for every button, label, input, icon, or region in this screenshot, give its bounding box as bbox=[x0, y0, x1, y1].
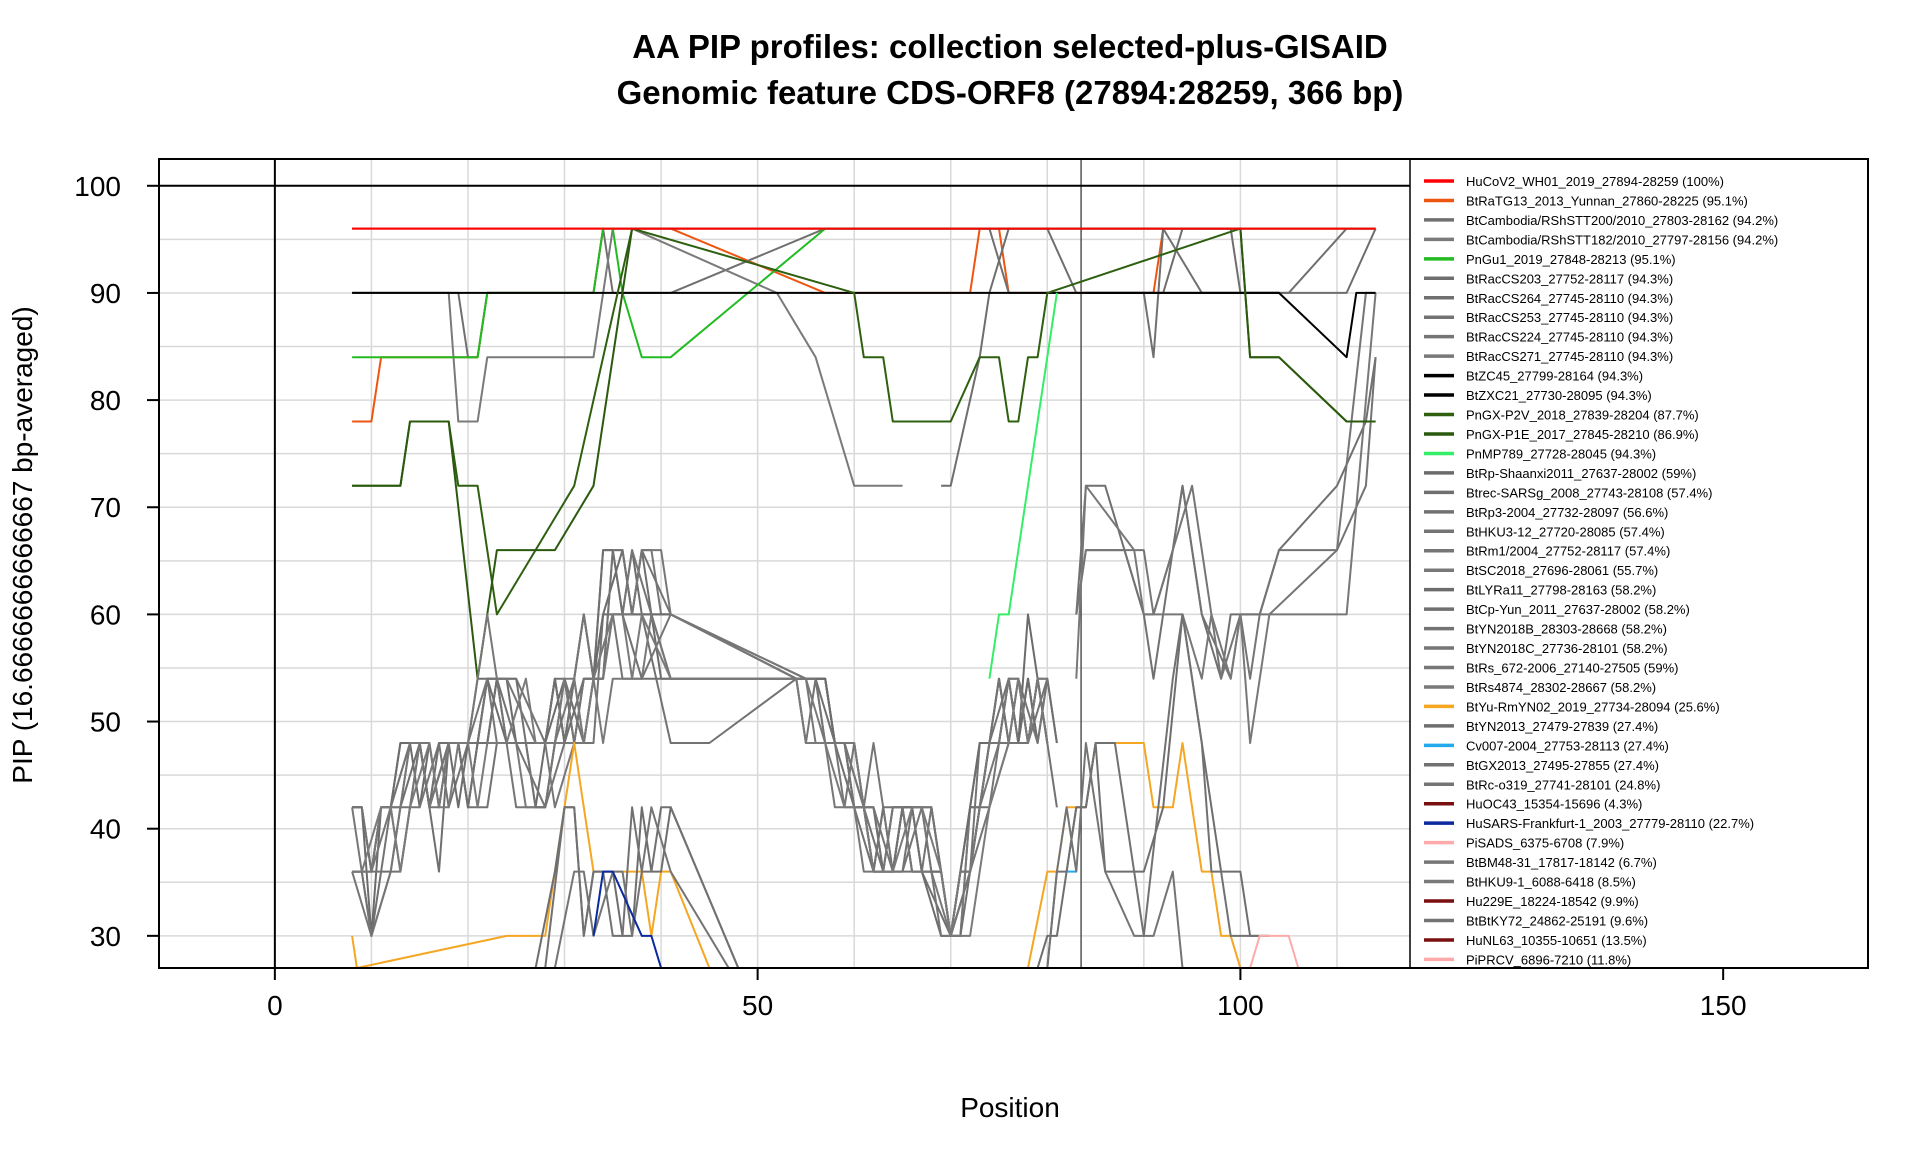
series-line-30 bbox=[544, 613, 1270, 968]
legend-label: BtRs4874_28302-28667 (58.2%) bbox=[1466, 680, 1656, 695]
legend-label: PiPRCV_6896-7210 (11.8%) bbox=[1466, 952, 1631, 967]
series-line-26 bbox=[352, 613, 1048, 937]
legend-label: Hu229E_18224-18542 (9.9%) bbox=[1466, 894, 1639, 909]
series-line-1 bbox=[352, 227, 1376, 423]
legend-label: Cv007-2004_27753-28113 (27.4%) bbox=[1466, 738, 1669, 753]
series-lines bbox=[351, 227, 1377, 968]
legend-label: BtRp-Shaanxi2011_27637-28002 (59%) bbox=[1466, 466, 1696, 481]
series-line-10 bbox=[352, 291, 1376, 359]
legend-label: BtBM48-31_17817-18142 (6.7%) bbox=[1466, 855, 1657, 870]
grid bbox=[159, 159, 1410, 968]
chart-title: AA PIP profiles: collection selected-plu… bbox=[632, 28, 1388, 65]
x-axis-label: Position bbox=[960, 1092, 1060, 1123]
legend-label: PnGX-P2V_2018_27839-28204 (87.7%) bbox=[1466, 408, 1699, 423]
y-tick-label: 90 bbox=[90, 278, 121, 309]
legend-label: BtCambodia/RShSTT200/2010_27803-28162 (9… bbox=[1466, 213, 1778, 228]
series-line-7 bbox=[1075, 357, 1377, 680]
legend-label: BtRaTG13_2013_Yunnan_27860-28225 (95.1%) bbox=[1466, 193, 1748, 208]
legend-label: BtHKU3-12_27720-28085 (57.4%) bbox=[1466, 524, 1665, 539]
legend-label: HuSARS-Frankfurt-1_2003_27779-28110 (22.… bbox=[1466, 816, 1754, 831]
series-line-13 bbox=[352, 227, 1376, 680]
legend-label: BtSC2018_27696-28061 (55.7%) bbox=[1466, 563, 1658, 578]
legend-label: BtRacCS203_27752-28117 (94.3%) bbox=[1466, 271, 1673, 286]
series-line-9 bbox=[1075, 292, 1377, 744]
y-tick-label: 100 bbox=[74, 171, 121, 202]
legend-label: BtRacCS271_27745-28110 (94.3%) bbox=[1466, 349, 1673, 364]
y-tick-label: 30 bbox=[90, 921, 121, 952]
legend-label: PnGX-P1E_2017_27845-28210 (86.9%) bbox=[1466, 427, 1699, 442]
legend-label: BtBtKY72_24862-25191 (9.6%) bbox=[1466, 913, 1648, 928]
y-axis: 30 40 50 60 70 80 90 100 bbox=[74, 171, 159, 952]
x-tick-label: 150 bbox=[1700, 990, 1747, 1021]
legend: HuCoV2_WH01_2019_27894-28259 (100%) BtRaT… bbox=[1424, 174, 1778, 967]
y-tick-label: 50 bbox=[90, 707, 121, 738]
legend-label: BtRm1/2004_27752-28117 (57.4%) bbox=[1466, 544, 1670, 559]
reference-lines bbox=[159, 159, 1410, 968]
legend-label: BtRc-o319_27741-28101 (24.8%) bbox=[1466, 777, 1660, 792]
legend-label: BtYN2018B_28303-28668 (58.2%) bbox=[1466, 622, 1667, 637]
legend-label: HuOC43_15354-15696 (4.3%) bbox=[1466, 797, 1642, 812]
x-tick-label: 100 bbox=[1217, 990, 1264, 1021]
legend-label: BtGX2013_27495-27855 (27.4%) bbox=[1466, 758, 1659, 773]
y-tick-label: 60 bbox=[90, 599, 121, 630]
y-tick-label: 70 bbox=[90, 492, 121, 523]
legend-label: BtCambodia/RShSTT182/2010_27797-28156 (9… bbox=[1466, 232, 1778, 247]
x-tick-label: 0 bbox=[267, 990, 283, 1021]
series-line-16 bbox=[352, 549, 1058, 937]
x-axis: 0 50 100 150 bbox=[267, 968, 1747, 1021]
series-line-12 bbox=[352, 227, 1376, 616]
chart-subtitle: Genomic feature CDS-ORF8 (27894:28259, 3… bbox=[617, 74, 1404, 111]
legend-label: HuNL63_10355-10651 (13.5%) bbox=[1466, 933, 1647, 948]
series-line-31 bbox=[553, 742, 1184, 968]
legend-label: BtRs_672-2006_27140-27505 (59%) bbox=[1466, 661, 1679, 676]
series-line-27 bbox=[351, 742, 1242, 968]
legend-label: BtRacCS253_27745-28110 (94.3%) bbox=[1466, 310, 1673, 325]
legend-label: BtLYRa11_27798-28163 (58.2%) bbox=[1466, 583, 1656, 598]
legend-label: PnMP789_27728-28045 (94.3%) bbox=[1466, 446, 1656, 461]
legend-label: Btrec-SARSg_2008_27743-28108 (57.4%) bbox=[1466, 485, 1712, 500]
series-line-25 bbox=[351, 549, 1049, 937]
plot-frame bbox=[158, 158, 1869, 969]
legend-label: BtYN2018C_27736-28101 (58.2%) bbox=[1466, 641, 1668, 656]
legend-label: BtZXC21_27730-28095 (94.3%) bbox=[1466, 388, 1652, 403]
legend-label: PiSADS_6375-6708 (7.9%) bbox=[1466, 836, 1624, 851]
series-line-14 bbox=[988, 292, 1058, 679]
legend-label: BtYu-RmYN02_2019_27734-28094 (25.6%) bbox=[1466, 699, 1720, 714]
series-line-33 bbox=[592, 870, 663, 968]
legend-label: BtCp-Yun_2011_27637-28002 (58.2%) bbox=[1466, 602, 1690, 617]
series-line-34 bbox=[1249, 934, 1300, 968]
legend-label: HuCoV2_WH01_2019_27894-28259 (100%) bbox=[1466, 174, 1724, 189]
series-line-8 bbox=[1075, 291, 1376, 680]
y-tick-label: 40 bbox=[90, 814, 121, 845]
x-tick-label: 50 bbox=[742, 990, 773, 1021]
legend-label: BtZC45_27799-28164 (94.3%) bbox=[1466, 369, 1643, 384]
legend-label: BtRp3-2004_27732-28097 (56.6%) bbox=[1466, 505, 1668, 520]
y-tick-label: 80 bbox=[90, 385, 121, 416]
legend-label: BtHKU9-1_6088-6418 (8.5%) bbox=[1466, 875, 1636, 890]
y-axis-label: PIP (16.6666666666667 bp-averaged) bbox=[7, 306, 38, 783]
legend-label: BtRacCS224_27745-28110 (94.3%) bbox=[1466, 330, 1673, 345]
legend-label: BtRacCS264_27745-28110 (94.3%) bbox=[1466, 291, 1673, 306]
legend-label: BtYN2013_27479-27839 (27.4%) bbox=[1466, 719, 1658, 734]
legend-label: PnGu1_2019_27848-28213 (95.1%) bbox=[1466, 252, 1676, 267]
